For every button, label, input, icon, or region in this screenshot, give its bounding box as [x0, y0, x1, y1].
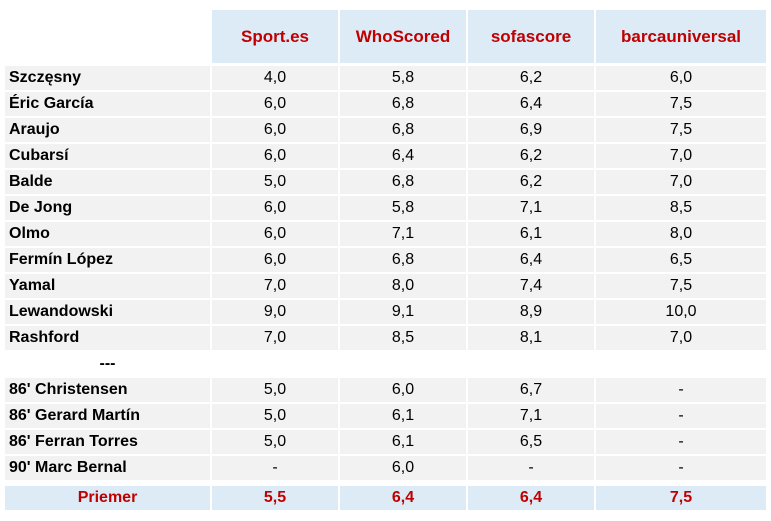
- player-name: Yamal: [5, 274, 210, 298]
- rating: 8,9: [468, 300, 594, 324]
- rating: 7,5: [596, 486, 766, 510]
- rating: 4,0: [212, 66, 338, 90]
- player-name: 86' Christensen: [5, 378, 210, 402]
- rating: 5,8: [340, 196, 466, 220]
- rating: 8,0: [340, 274, 466, 298]
- rating: 6,4: [340, 486, 466, 510]
- player-name: De Jong: [5, 196, 210, 220]
- player-name: 86' Gerard Martín: [5, 404, 210, 428]
- rating: 9,1: [340, 300, 466, 324]
- rating: 6,4: [468, 486, 594, 510]
- rating: 10,0: [596, 300, 766, 324]
- rating: 7,0: [212, 326, 338, 350]
- rating: 5,0: [212, 430, 338, 454]
- rating: 7,5: [596, 118, 766, 142]
- rating: 6,8: [340, 118, 466, 142]
- player-name: Fermín López: [5, 248, 210, 272]
- rating: 6,2: [468, 170, 594, 194]
- rating: 5,8: [340, 66, 466, 90]
- player-name: Araujo: [5, 118, 210, 142]
- rating: 6,0: [212, 144, 338, 168]
- column-header: Sport.es: [212, 10, 338, 63]
- player-name: Rashford: [5, 326, 210, 350]
- separator: ---: [5, 352, 210, 376]
- rating: 6,4: [468, 92, 594, 116]
- player-name: 86' Ferran Torres: [5, 430, 210, 454]
- column-header: barcauniversal: [596, 10, 766, 63]
- rating: 6,2: [468, 66, 594, 90]
- rating: 6,8: [340, 92, 466, 116]
- rating: -: [468, 456, 594, 480]
- rating: 7,0: [596, 326, 766, 350]
- rating: 8,0: [596, 222, 766, 246]
- rating: 9,0: [212, 300, 338, 324]
- rating: 7,0: [212, 274, 338, 298]
- rating: 5,0: [212, 404, 338, 428]
- rating: -: [596, 456, 766, 480]
- rating: 6,5: [596, 248, 766, 272]
- rating: -: [212, 456, 338, 480]
- rating: 6,0: [212, 222, 338, 246]
- rating: 6,1: [468, 222, 594, 246]
- rating: 6,0: [340, 378, 466, 402]
- player-name: Lewandowski: [5, 300, 210, 324]
- rating: 6,0: [212, 196, 338, 220]
- rating: 6,0: [212, 248, 338, 272]
- rating: 8,5: [596, 196, 766, 220]
- rating: 6,1: [340, 430, 466, 454]
- rating: 7,5: [596, 274, 766, 298]
- player-name: Olmo: [5, 222, 210, 246]
- rating: -: [596, 378, 766, 402]
- player-name: Szczęsny: [5, 66, 210, 90]
- rating: 7,0: [596, 170, 766, 194]
- rating: 5,0: [212, 170, 338, 194]
- rating: 8,5: [340, 326, 466, 350]
- column-header: WhoScored: [340, 10, 466, 63]
- rating: 5,5: [212, 486, 338, 510]
- rating: 6,1: [340, 404, 466, 428]
- rating: 6,5: [468, 430, 594, 454]
- rating: 7,1: [340, 222, 466, 246]
- rating: 6,2: [468, 144, 594, 168]
- rating: 7,0: [596, 144, 766, 168]
- rating: 6,0: [212, 118, 338, 142]
- rating: 6,0: [212, 92, 338, 116]
- rating: -: [596, 404, 766, 428]
- rating: 6,8: [340, 248, 466, 272]
- rating: 7,1: [468, 196, 594, 220]
- rating: 7,4: [468, 274, 594, 298]
- player-name: Éric García: [5, 92, 210, 116]
- rating: -: [596, 430, 766, 454]
- player-name: Balde: [5, 170, 210, 194]
- rating: 6,8: [340, 170, 466, 194]
- rating: 7,1: [468, 404, 594, 428]
- player-name: Priemer: [5, 486, 210, 510]
- player-name: 90' Marc Bernal: [5, 456, 210, 480]
- rating: 6,7: [468, 378, 594, 402]
- rating: 7,5: [596, 92, 766, 116]
- player-name: Cubarsí: [5, 144, 210, 168]
- rating: 6,0: [596, 66, 766, 90]
- rating: 6,4: [468, 248, 594, 272]
- rating: 6,4: [340, 144, 466, 168]
- rating: 6,9: [468, 118, 594, 142]
- rating: 6,0: [340, 456, 466, 480]
- column-header: sofascore: [468, 10, 594, 63]
- rating: 8,1: [468, 326, 594, 350]
- rating: 5,0: [212, 378, 338, 402]
